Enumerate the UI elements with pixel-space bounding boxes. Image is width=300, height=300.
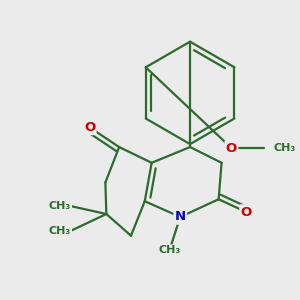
Text: CH₃: CH₃ [158, 245, 181, 255]
Text: CH₃: CH₃ [274, 143, 296, 153]
Text: N: N [175, 211, 186, 224]
Text: CH₃: CH₃ [49, 226, 71, 236]
Text: O: O [84, 121, 95, 134]
Text: CH₃: CH₃ [49, 201, 71, 211]
Text: O: O [241, 206, 252, 218]
Text: O: O [226, 142, 237, 154]
